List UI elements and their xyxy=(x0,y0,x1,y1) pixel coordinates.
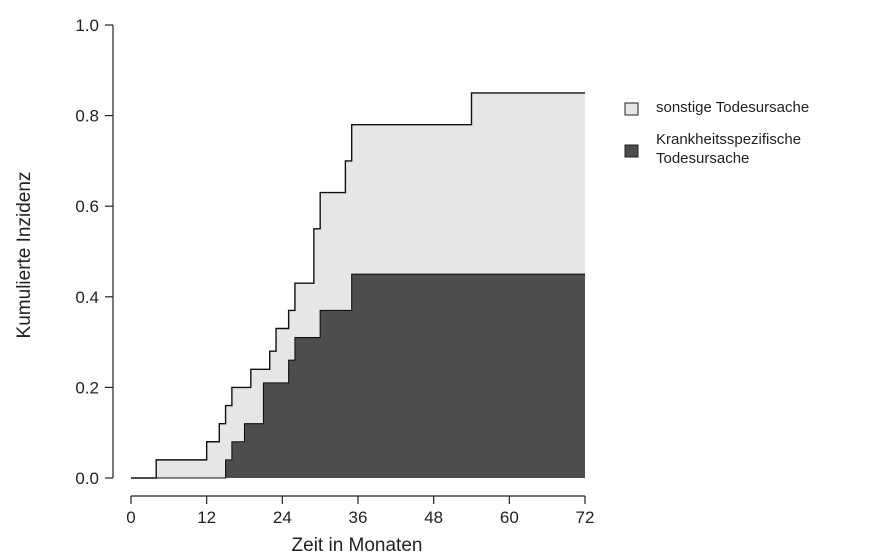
x-axis-ticks: 0 12 24 36 48 60 72 xyxy=(126,496,594,527)
legend-item-sonstige: sonstige Todesursache xyxy=(624,99,809,116)
y-tick-label: 0.0 xyxy=(75,469,99,488)
chart-areas xyxy=(131,92,585,479)
x-tick-label: 36 xyxy=(349,508,368,527)
legend-label: sonstige Todesursache xyxy=(656,99,809,116)
y-axis-ticks: 0.0 0.2 0.4 0.6 0.8 1.0 xyxy=(75,16,113,488)
y-axis-label: Kumulierte Inzidenz xyxy=(14,172,35,339)
x-tick-label: 12 xyxy=(197,508,216,527)
legend-label: Krankheitsspezifische xyxy=(656,131,801,148)
x-axis-label: Zeit in Monaten xyxy=(292,535,423,556)
y-tick-label: 0.4 xyxy=(75,288,99,307)
x-tick-label: 0 xyxy=(126,508,135,527)
legend: sonstige Todesursache Krankheitsspezifisc… xyxy=(624,99,809,167)
legend-swatch xyxy=(624,102,639,116)
x-tick-label: 48 xyxy=(424,508,443,527)
legend-item-krankheitsspezifisch: Krankheitsspezifische Todesursache xyxy=(624,131,801,167)
line-total-incidence xyxy=(131,92,585,479)
legend-label: Todesursache xyxy=(656,150,749,167)
area-sonstige-todesursache xyxy=(131,92,585,478)
y-tick-label: 0.2 xyxy=(75,378,99,397)
y-tick-label: 0.6 xyxy=(75,197,99,216)
area-krankheitsspezifische-todesursache xyxy=(131,274,585,478)
y-tick-label: 0.8 xyxy=(75,107,99,126)
legend-swatch xyxy=(624,144,639,158)
line-disease-incidence xyxy=(131,273,585,479)
x-tick-label: 60 xyxy=(500,508,519,527)
x-tick-label: 24 xyxy=(273,508,292,527)
y-tick-label: 1.0 xyxy=(75,16,99,35)
x-tick-label: 72 xyxy=(576,508,595,527)
